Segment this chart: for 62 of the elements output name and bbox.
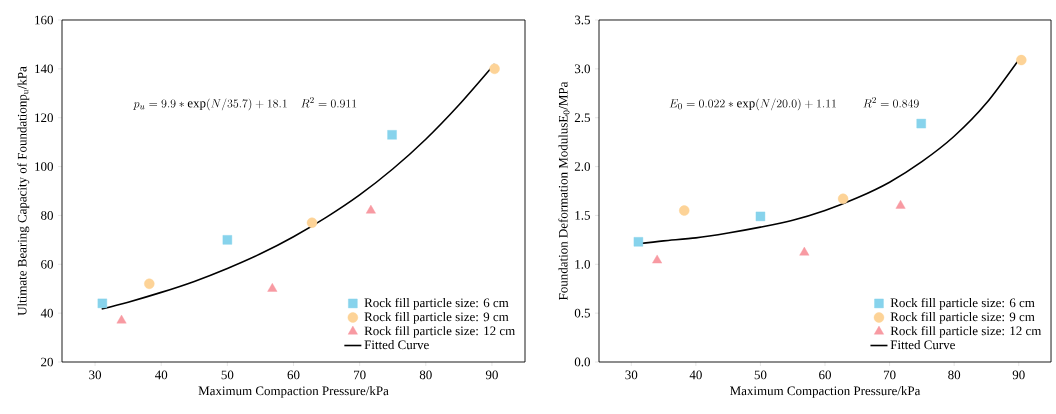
- y-tick-label: 2.0: [574, 162, 590, 171]
- y-tick-label: 3.0: [574, 64, 590, 74]
- x-tick-label: 60: [287, 370, 300, 380]
- point: [365, 204, 376, 214]
- y-tick-label: 140: [35, 64, 53, 74]
- y-tick-label: 0.0: [574, 357, 590, 367]
- point: [97, 298, 108, 309]
- annotation: $E_0=0.022*\mathrm{exp}(N/20.0)+1.11\qquad R^2=0.849$: [669, 97, 919, 111]
- legend-label: Rock fill particle size: 12 cm: [364, 325, 516, 338]
- legend-label: Rock fill particle size: 12 cm: [890, 325, 1042, 338]
- point: [799, 246, 810, 256]
- x-tick-label: 60: [819, 370, 831, 380]
- legend-label: Fitted Curve: [364, 340, 429, 350]
- point: [895, 199, 906, 209]
- y-tick-label: 3.5: [574, 15, 590, 25]
- x-tick-label: 90: [485, 370, 498, 380]
- x-tick-label: 30: [89, 370, 102, 380]
- y-tick-label: 120: [35, 113, 53, 123]
- point: [144, 278, 155, 290]
- y-axis-title: Foundation Deformation ModulusE$_{0}$/MPa: [558, 81, 570, 300]
- y-tick-label: 100: [35, 162, 53, 171]
- x-tick-label: 50: [754, 370, 767, 380]
- x-tick-label: 40: [154, 370, 168, 380]
- y-tick-label: 80: [41, 211, 53, 220]
- point: [306, 217, 318, 228]
- annotation: $p_u=9.9*\mathrm{exp}(N/35.7)+18.1\quad R^2=0.911$: [133, 97, 357, 111]
- point: [387, 130, 397, 140]
- point: [679, 205, 690, 216]
- x-tick-label: 80: [419, 370, 432, 380]
- legend-label: Rock fill particle size: 6 cm: [890, 297, 1035, 310]
- x-axis-title: Maximum Compaction Pressure/kPa: [730, 386, 921, 398]
- y-tick-label: 1.5: [575, 211, 590, 220]
- y-tick-label: 0.5: [574, 308, 590, 318]
- y-tick-label: 20: [41, 357, 53, 367]
- x-tick-label: 50: [221, 370, 234, 380]
- x-tick-label: 70: [883, 370, 896, 380]
- y-tick-label: 40: [40, 308, 53, 318]
- y-tick-label: 160: [35, 15, 53, 25]
- y-tick-label: 1.0: [575, 259, 590, 269]
- x-tick-label: 80: [948, 370, 961, 380]
- x-tick-label: 70: [354, 370, 366, 380]
- y-tick-label: 60: [41, 259, 53, 269]
- point: [267, 283, 278, 292]
- point: [916, 118, 926, 129]
- legend-label: Rock fill particle size: 6 cm: [364, 297, 509, 310]
- point: [633, 237, 644, 247]
- y-axis-title: Ultimate Bearing Capacity of Foundationp$_{u}$/kPa: [17, 66, 30, 316]
- legend-label: Rock fill particle size: 9 cm: [890, 311, 1035, 324]
- point: [1016, 54, 1027, 66]
- x-tick-label: 90: [1012, 370, 1025, 380]
- y-tick-label: 2.5: [574, 113, 590, 123]
- legend-label: Rock fill particle size: 9 cm: [364, 311, 509, 324]
- legend-label: Fitted Curve: [890, 340, 955, 350]
- point: [652, 254, 663, 264]
- point: [489, 63, 500, 75]
- point: [837, 193, 849, 204]
- x-axis-title: Maximum Compaction Pressure/kPa: [198, 386, 389, 398]
- point: [755, 211, 766, 222]
- x-tick-label: 40: [689, 370, 702, 380]
- point: [116, 314, 127, 324]
- point: [222, 235, 233, 245]
- x-tick-label: 30: [625, 370, 638, 380]
